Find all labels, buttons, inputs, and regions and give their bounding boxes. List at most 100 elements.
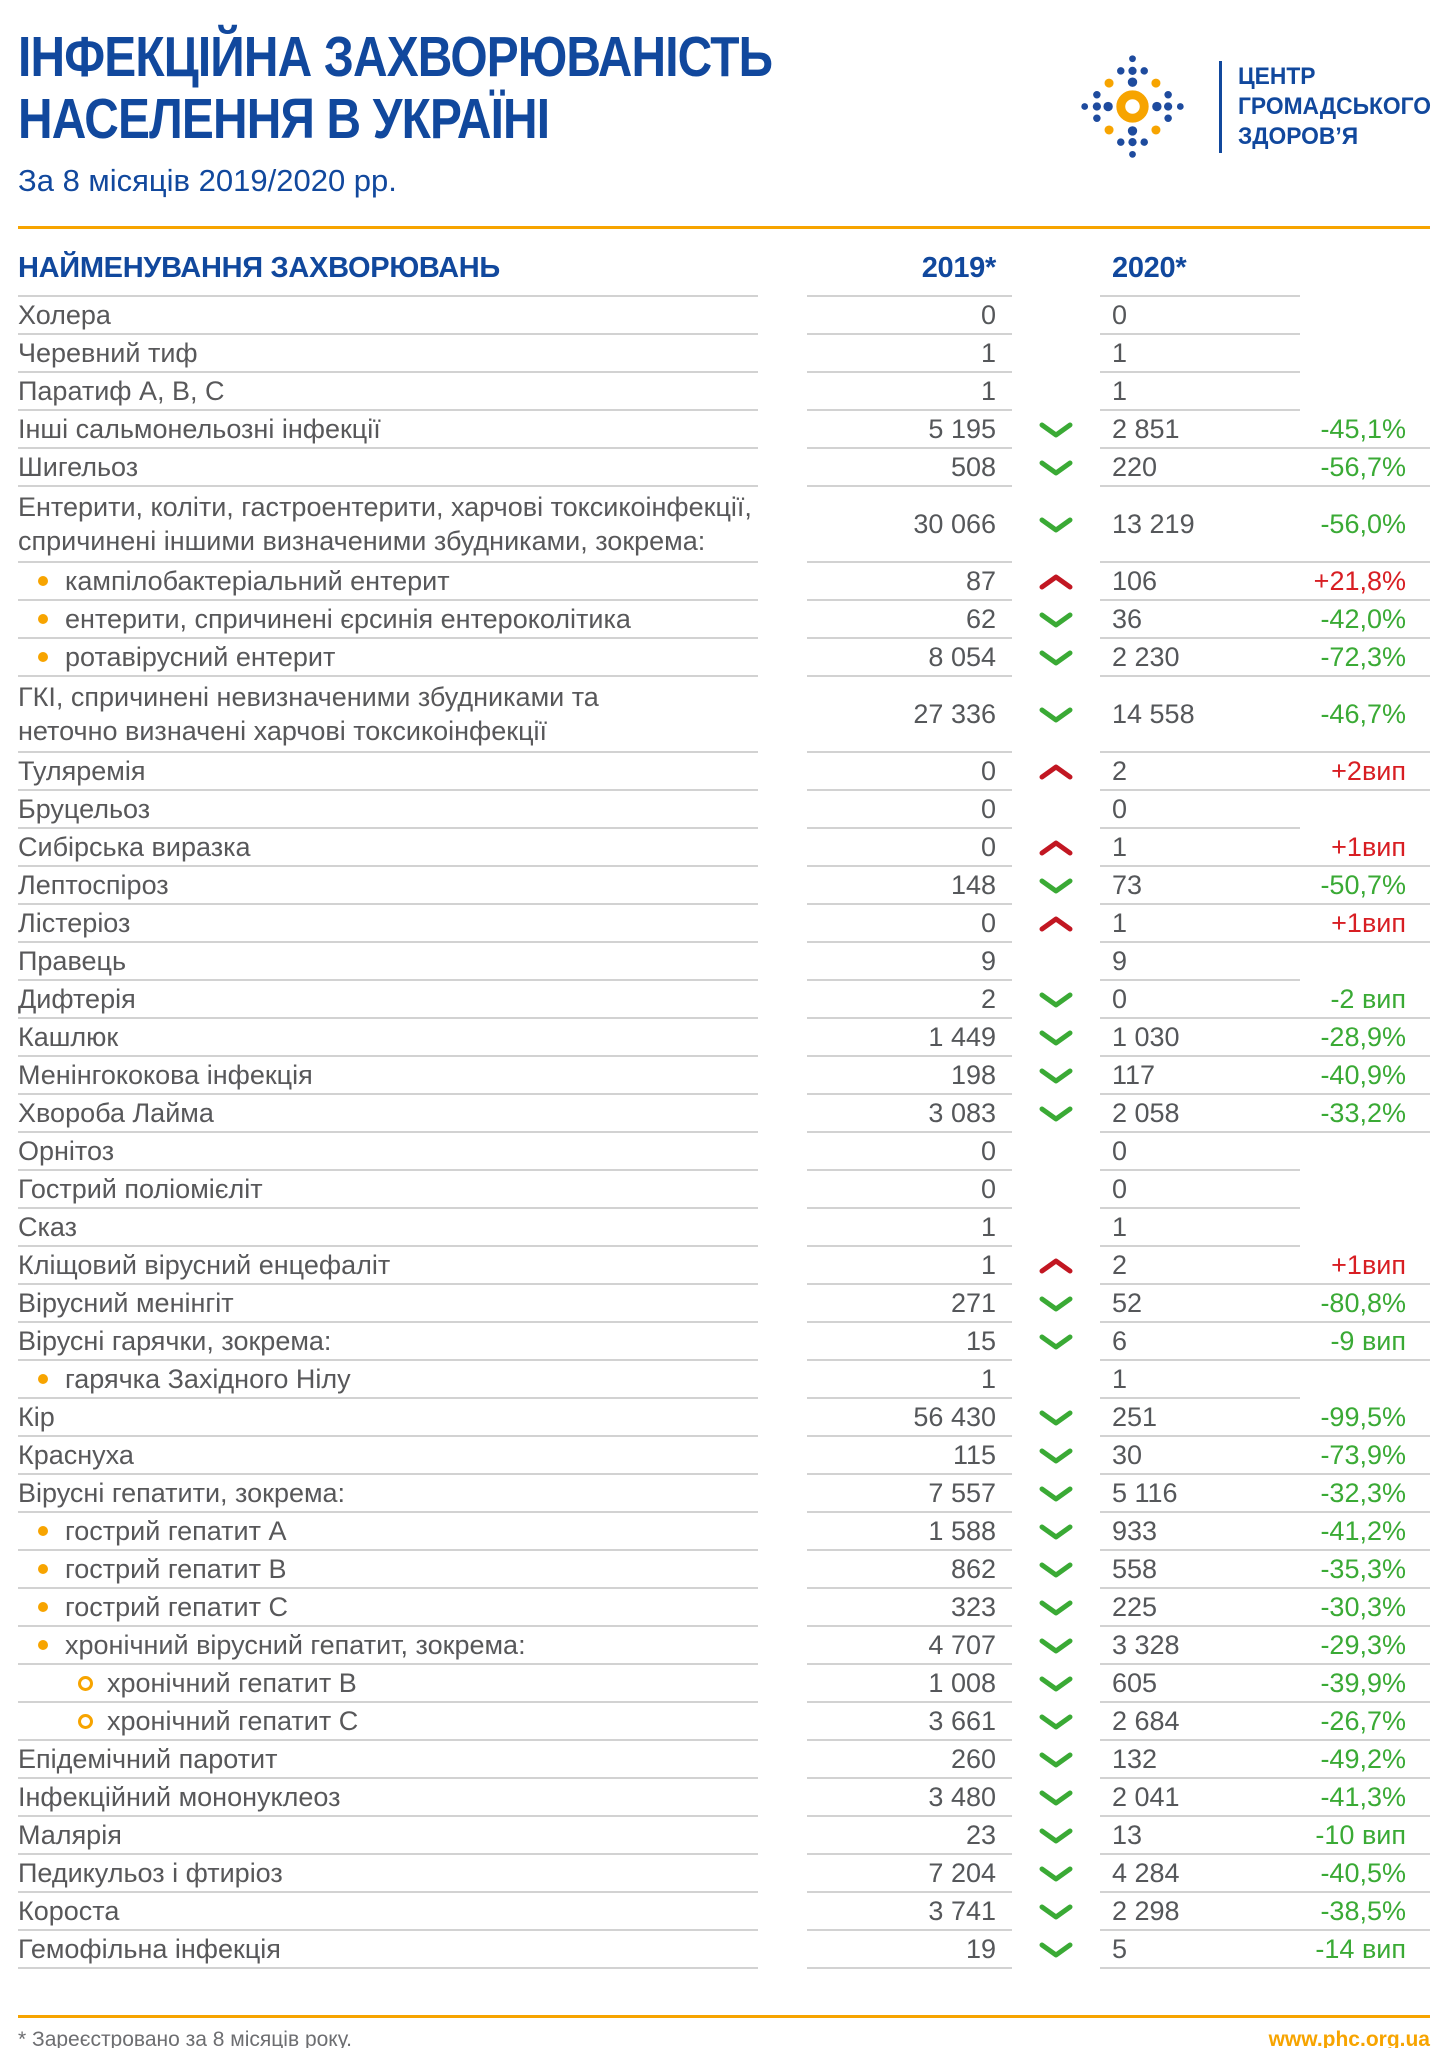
value-2019: 1 — [980, 1211, 996, 1242]
disease-name: Туляремія — [18, 756, 146, 786]
value-2019: 1 — [980, 375, 996, 406]
table-row: Краснуха 115 30 -73,9% — [0, 1437, 1442, 1475]
disease-name: Гострий поліомієліт — [18, 1174, 263, 1204]
change-value: +1вип — [1331, 907, 1406, 938]
value-2019: 3 741 — [928, 1895, 996, 1926]
logo-text-line3: ЗДОРОВ’Я — [1238, 122, 1359, 150]
change-value: -49,2% — [1320, 1743, 1406, 1774]
table-body: Холера 0 0 Черевний тиф 1 1 Паратиф А, В, С 1 1 І… — [0, 297, 1442, 1969]
value-2019: 87 — [965, 565, 996, 596]
table-row: Вірусний менінгіт 271 52 -80,8% — [0, 1285, 1442, 1323]
change-value: -35,3% — [1320, 1553, 1406, 1584]
value-2019: 0 — [980, 1173, 996, 1204]
table-row: Педикульоз і фтиріоз 7 204 4 284 -40,5% — [0, 1855, 1442, 1893]
website-link[interactable]: www.phc.org.ua — [1268, 2028, 1430, 2048]
bullet-icon — [38, 1374, 48, 1384]
table-row: Інші сальмонельозні інфекції 5 195 2 851 -… — [0, 411, 1442, 449]
table-row: гарячка Західного Нілу 1 1 — [0, 1361, 1442, 1399]
value-2020: 9 — [1112, 945, 1128, 976]
table-row: Шигельоз 508 220 -56,7% — [0, 449, 1442, 487]
disease-name: Інші сальмонельозні інфекції — [18, 414, 381, 444]
bullet-icon — [38, 1526, 48, 1536]
trend-up-icon — [1039, 764, 1073, 780]
value-2020: 2 041 — [1112, 1781, 1180, 1812]
bullet-icon — [38, 1640, 48, 1650]
change-value: -29,3% — [1320, 1629, 1406, 1660]
value-2020: 0 — [1112, 983, 1128, 1014]
trend-down-icon — [1039, 1866, 1073, 1882]
trend-down-icon — [1039, 1068, 1073, 1084]
trend-down-icon — [1039, 612, 1073, 628]
table-row: Лістеріоз 0 1 +1вип — [0, 905, 1442, 943]
trend-down-icon — [1039, 1410, 1073, 1426]
value-2020: 2 — [1112, 755, 1128, 786]
value-2020: 251 — [1112, 1401, 1158, 1432]
value-2019: 15 — [965, 1325, 996, 1356]
table-row: Черевний тиф 1 1 — [0, 335, 1442, 373]
trend-down-icon — [1039, 1676, 1073, 1692]
value-2019: 148 — [950, 869, 996, 900]
table-row: Гемофільна інфекція 19 5 -14 вип — [0, 1931, 1442, 1969]
value-2020: 1 — [1112, 831, 1128, 862]
page-title-line2: НАСЕЛЕННЯ В УКРАЇНІ — [18, 87, 550, 151]
disease-name: Кір — [18, 1402, 55, 1432]
value-2019: 8 054 — [928, 641, 996, 672]
disease-name: Правець — [18, 946, 127, 976]
change-value: -2 вип — [1330, 983, 1406, 1014]
disease-name: Педикульоз і фтиріоз — [18, 1858, 283, 1888]
disease-name: Сказ — [18, 1212, 77, 1242]
trend-down-icon — [1039, 1448, 1073, 1464]
table-row: Холера 0 0 — [0, 297, 1442, 335]
disease-name: Лістеріоз — [18, 908, 131, 938]
bullet-ring-icon — [78, 1713, 93, 1729]
value-2020: 30 — [1112, 1439, 1143, 1470]
change-value: +21,8% — [1313, 565, 1406, 596]
value-2020: 2 230 — [1112, 641, 1180, 672]
disease-name: Кліщовий вірусний енцефаліт — [18, 1250, 391, 1280]
disease-name: Шигельоз — [18, 452, 139, 482]
value-2020: 0 — [1112, 299, 1128, 330]
column-header-2019: 2019* — [921, 252, 997, 284]
disease-name: Гемофільна інфекція — [18, 1934, 281, 1964]
disease-name: ГКІ, спричинені невизначеними збудниками… — [18, 682, 599, 746]
trend-up-icon — [1039, 840, 1073, 856]
value-2019: 0 — [980, 299, 996, 330]
disease-name: Інфекційний мононуклеоз — [18, 1782, 341, 1812]
disease-name: гарячка Західного Нілу — [65, 1364, 351, 1394]
table-row: гострий гепатит В 862 558 -35,3% — [0, 1551, 1442, 1589]
value-2020: 117 — [1112, 1059, 1156, 1090]
disease-name: Лептоспіроз — [18, 870, 169, 900]
table-row: Туляремія 0 2 +2вип — [0, 753, 1442, 791]
disease-name: Короста — [18, 1896, 120, 1926]
change-value: -41,3% — [1320, 1781, 1406, 1812]
change-value: -42,0% — [1320, 603, 1406, 634]
logo-text-line1: ЦЕНТР — [1238, 62, 1316, 90]
table-row: ротавірусний ентерит 8 054 2 230 -72,3% — [0, 639, 1442, 677]
table-row: Епідемічний паротит 260 132 -49,2% — [0, 1741, 1442, 1779]
value-2019: 27 336 — [913, 698, 996, 729]
table-row: Гострий поліомієліт 0 0 — [0, 1171, 1442, 1209]
value-2020: 132 — [1112, 1743, 1158, 1774]
disease-name: Вірусні гепатити, зокрема: — [18, 1478, 346, 1508]
trend-down-icon — [1039, 1524, 1073, 1540]
table-row: Правець 9 9 — [0, 943, 1442, 981]
table-row: Короста 3 741 2 298 -38,5% — [0, 1893, 1442, 1931]
value-2020: 2 058 — [1112, 1097, 1180, 1128]
bullet-icon — [38, 652, 48, 662]
value-2020: 5 — [1112, 1933, 1128, 1964]
change-value: -32,3% — [1320, 1477, 1406, 1508]
trend-down-icon — [1039, 1600, 1073, 1616]
disease-name: хронічний гепатит В — [107, 1668, 357, 1698]
table-row: Бруцельоз 0 0 — [0, 791, 1442, 829]
trend-down-icon — [1039, 460, 1073, 476]
value-2019: 0 — [980, 793, 996, 824]
value-2020: 0 — [1112, 793, 1128, 824]
logo: ЦЕНТР ГРОМАДСЬКОГО ЗДОРОВ’Я — [1080, 54, 1441, 159]
value-2020: 13 219 — [1112, 508, 1195, 539]
table-row: Кашлюк 1 449 1 030 -28,9% — [0, 1019, 1442, 1057]
value-2020: 1 030 — [1112, 1021, 1180, 1052]
value-2019: 115 — [952, 1439, 996, 1470]
value-2019: 9 — [980, 945, 996, 976]
disease-name: ротавірусний ентерит — [65, 642, 336, 672]
